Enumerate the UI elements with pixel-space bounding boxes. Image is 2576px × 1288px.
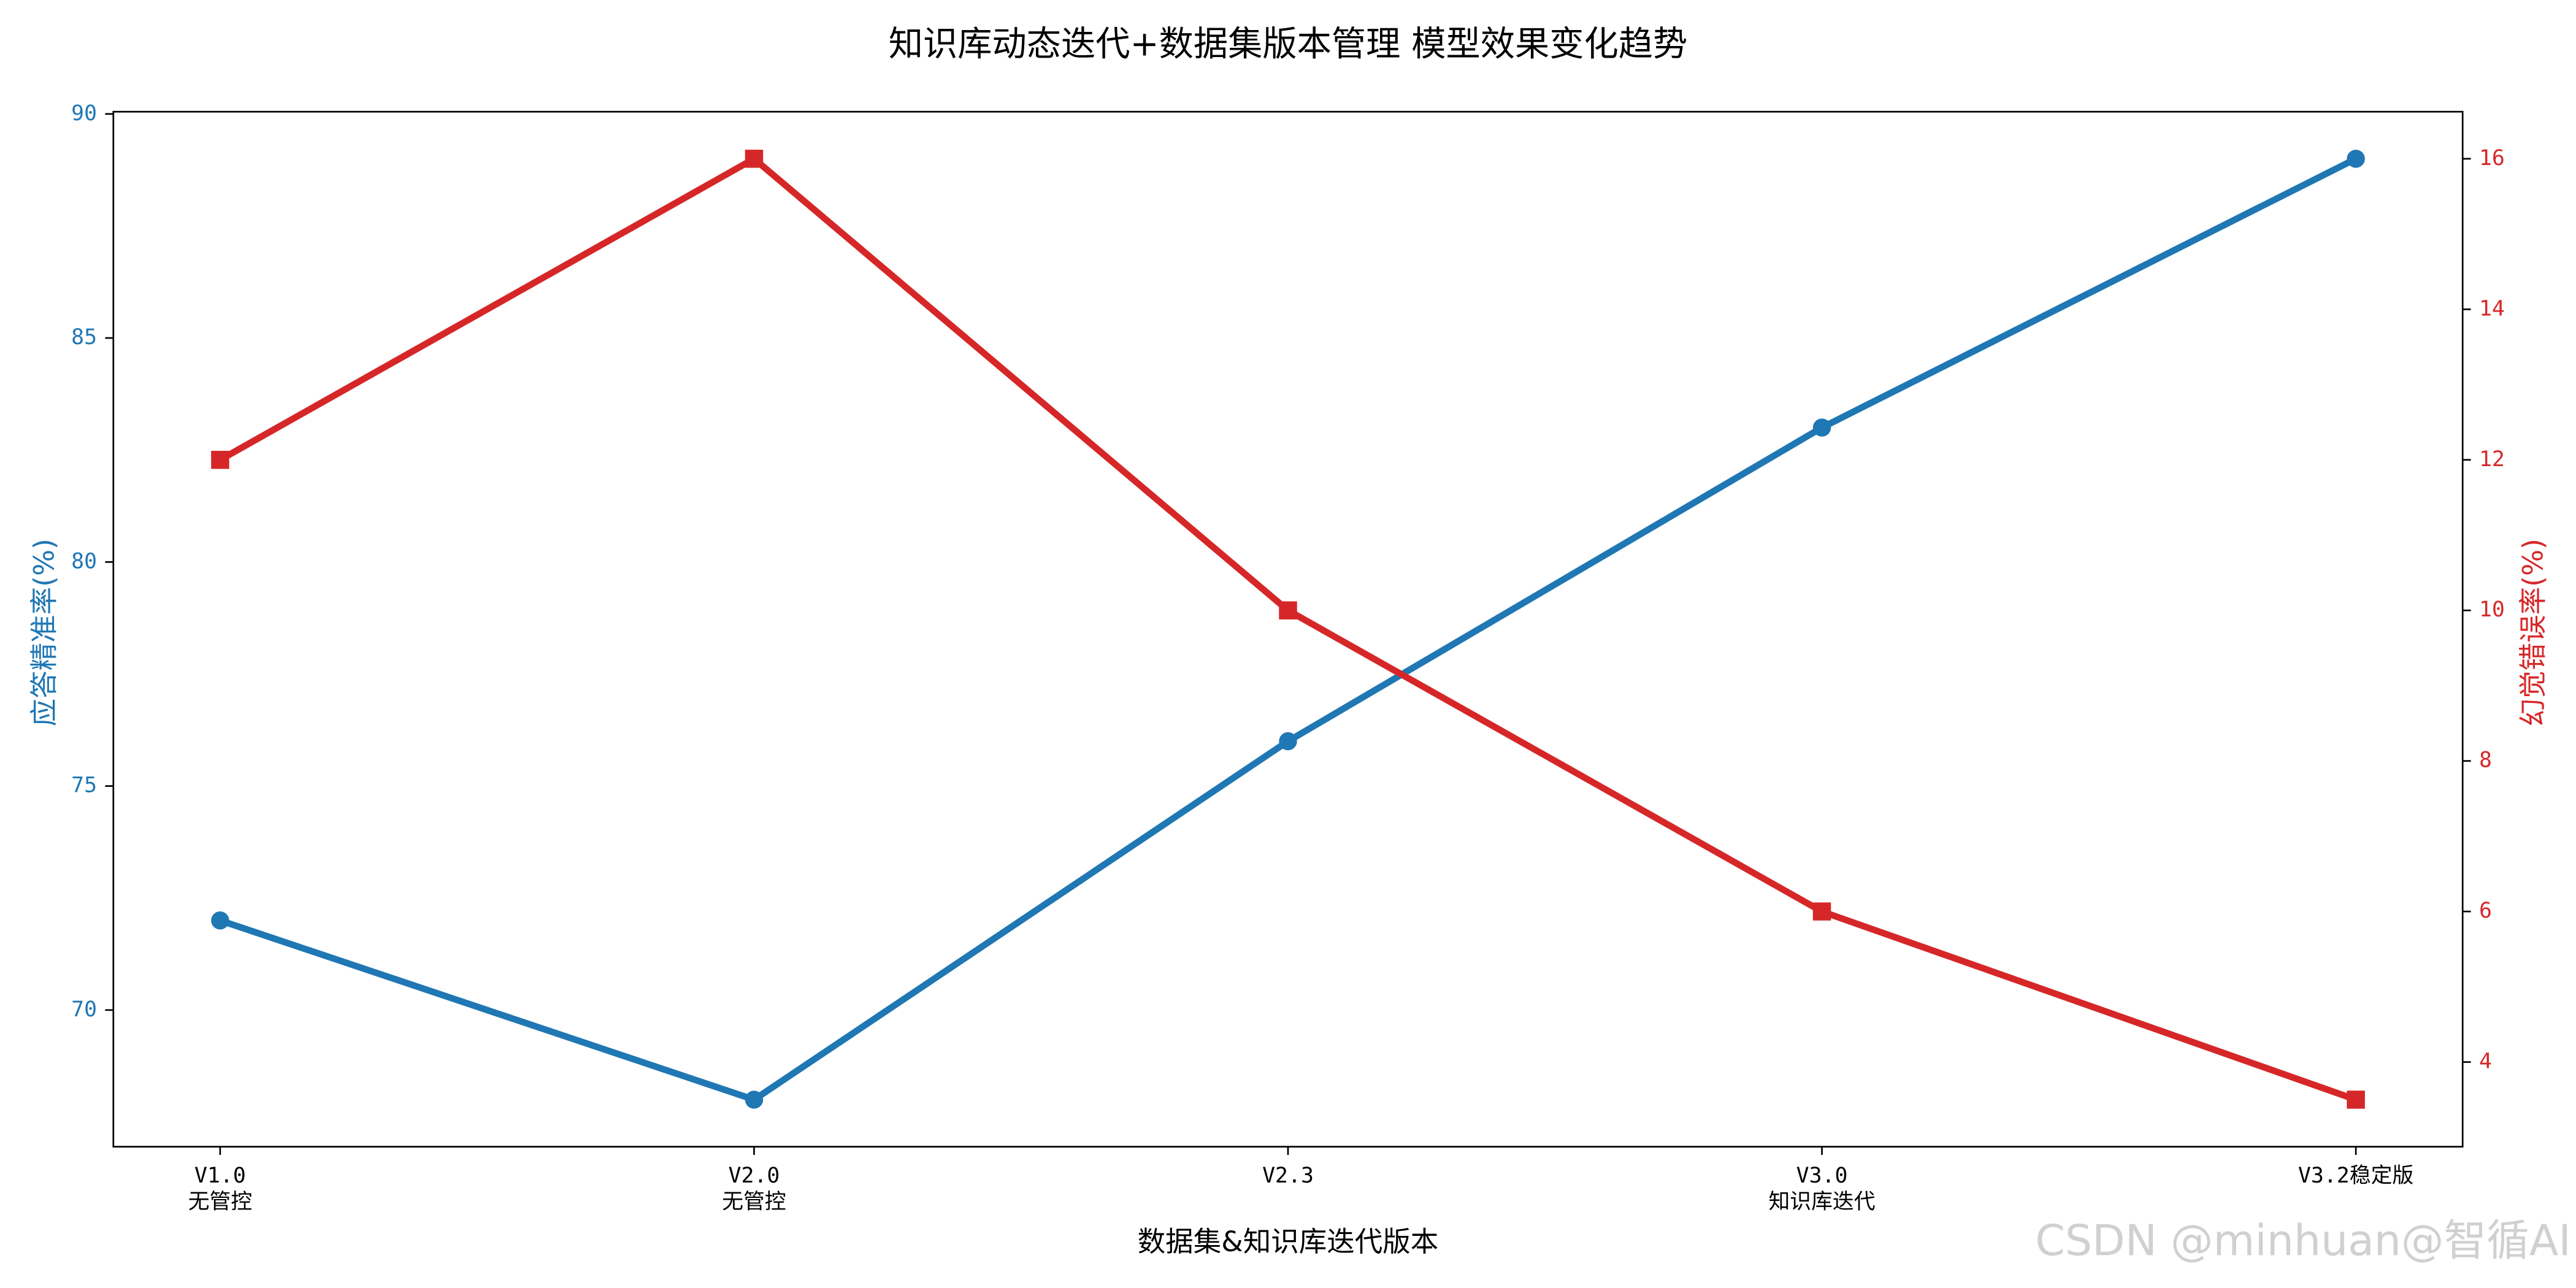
x-tick-label: V1.0 无管控 — [188, 1163, 252, 1214]
x-tick-label: V3.0 知识库迭代 — [1769, 1163, 1876, 1214]
y2-axis-title: 幻觉错误率(%) — [2517, 539, 2550, 726]
y-tick-label: 85 — [71, 325, 97, 350]
y2-tick-label: 12 — [2479, 447, 2505, 472]
y2-tick-label: 10 — [2479, 597, 2505, 622]
x-tick-label: V2.3 — [1262, 1163, 1314, 1188]
marker — [211, 911, 229, 930]
marker — [1812, 902, 1831, 921]
marker — [211, 451, 229, 469]
marker — [1279, 732, 1297, 751]
y-axis-title: 应答精准率(%) — [28, 539, 60, 726]
watermark: CSDN @minhuan@智循AI — [2035, 1216, 2571, 1266]
y-tick-label: 80 — [71, 549, 97, 573]
marker — [2347, 1091, 2365, 1109]
marker — [1279, 601, 1297, 619]
y-tick-label: 70 — [71, 997, 97, 1022]
x-tick-label: V2.0 无管控 — [722, 1163, 786, 1214]
y2-tick-label: 6 — [2479, 899, 2492, 923]
y2-tick-label: 16 — [2479, 146, 2505, 171]
y-tick-label: 90 — [71, 101, 97, 126]
y2-tick-label: 14 — [2479, 296, 2505, 321]
y-tick-label: 75 — [71, 773, 97, 798]
x-tick-label: V3.2稳定版 — [2298, 1163, 2413, 1188]
marker — [745, 150, 764, 168]
x-axis-title: 数据集&知识库迭代版本 — [1138, 1225, 1439, 1258]
marker — [2347, 150, 2365, 168]
marker — [1812, 418, 1831, 437]
marker — [745, 1091, 764, 1109]
y2-tick-label: 8 — [2479, 748, 2492, 773]
y2-tick-label: 4 — [2479, 1049, 2492, 1074]
chart-title: 知识库动态迭代+数据集版本管理 模型效果变化趋势 — [889, 25, 1688, 64]
